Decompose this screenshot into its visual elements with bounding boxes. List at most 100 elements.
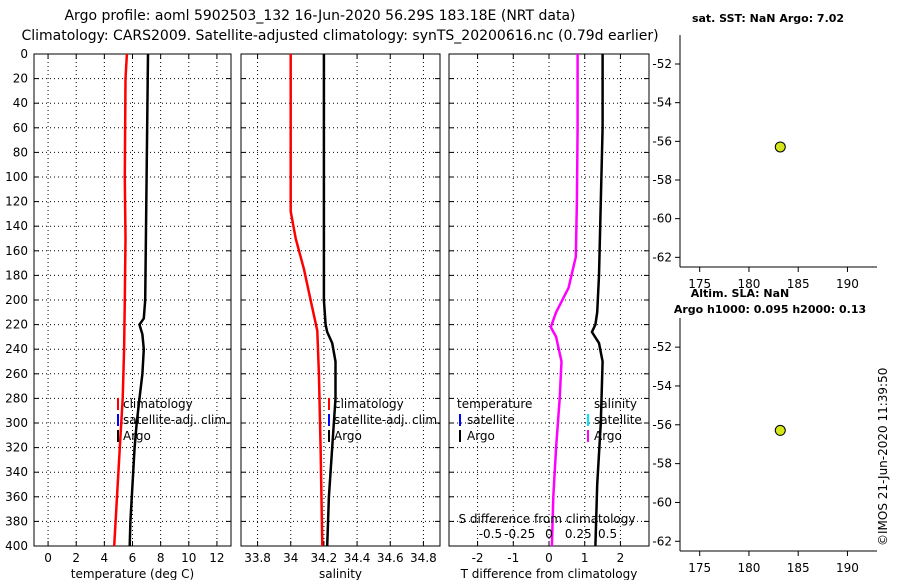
legend-title-temperature: temperature <box>457 397 532 411</box>
title-line-2: Climatology: CARS2009. Satellite-adjuste… <box>21 28 658 44</box>
series-line-climatology <box>289 54 324 547</box>
map-y-tick-label: -60 <box>652 212 672 226</box>
map-y-tick-label: -54 <box>652 379 672 393</box>
imos-watermark: ©IMOS 21-Jun-2020 11:39:50 <box>876 368 890 546</box>
series-line-climatology <box>112 53 129 547</box>
x-tick-label: 2 <box>72 551 80 565</box>
depth-tick-label: 240 <box>5 342 28 356</box>
x-tick-label: 0 <box>545 551 553 565</box>
series-line-argo <box>322 54 337 547</box>
map-y-tick-label: -56 <box>652 418 672 432</box>
depth-tick-label: 160 <box>5 244 28 258</box>
depth-tick-label: 80 <box>13 145 28 159</box>
x-tick-label: 4 <box>101 551 109 565</box>
depth-tick-label: 280 <box>5 391 28 405</box>
argo-position-marker <box>774 141 786 153</box>
x-tick-label: -1 <box>507 551 519 565</box>
depth-tick-label: 140 <box>5 219 28 233</box>
map-y-tick-label: -62 <box>652 534 672 548</box>
s-tick-label: 0.5 <box>598 527 617 541</box>
s-tick-label: 0 <box>545 527 553 541</box>
s-tick-label: -0.25 <box>504 527 535 541</box>
depth-tick-label: 20 <box>13 72 28 86</box>
map-sla_map: -52 -54 -56 -58 -60 -62 175 180 185 190 Altim. SLA… <box>652 287 877 575</box>
legend-title-salinity: salinity <box>594 397 637 411</box>
depth-tick-label: 360 <box>5 490 28 504</box>
panel-temperature: 0 2 4 6 8 10 12 temperature (deg C) 0 20 40 60 80 100… <box>5 47 232 580</box>
legend-label-t-argo: Argo <box>467 429 495 443</box>
series-line-argo <box>128 53 150 547</box>
map-x-tick-label: 175 <box>688 561 711 575</box>
x-tick-label: 1 <box>581 551 589 565</box>
argo-position-marker <box>774 424 786 436</box>
secondary-axis-label: S difference from climatology <box>459 512 636 526</box>
x-axis-label: salinity <box>319 567 362 580</box>
x-tick-label: 34.2 <box>311 551 338 565</box>
depth-tick-label: 200 <box>5 293 28 307</box>
series-line-t-argo-clim <box>590 54 604 547</box>
x-tick-label: 10 <box>181 551 196 565</box>
depth-tick-label: 100 <box>5 170 28 184</box>
depth-tick-label: 0 <box>20 47 28 61</box>
map-y-tick-label: -60 <box>652 495 672 509</box>
map-x-tick-label: 190 <box>836 561 859 575</box>
depth-tick-label: 220 <box>5 318 28 332</box>
x-tick-label: 0 <box>44 551 52 565</box>
x-axis-label: temperature (deg C) <box>71 567 194 580</box>
depth-tick-label: 180 <box>5 268 28 282</box>
legend-label-satellite: satellite-adj. clim. <box>334 413 441 427</box>
x-tick-label: 2 <box>617 551 625 565</box>
depth-tick-label: 40 <box>13 96 28 110</box>
map-y-tick-label: -52 <box>652 57 672 71</box>
map-y-tick-label: -56 <box>652 134 672 148</box>
legend-label-t-satellite: satellite <box>467 413 515 427</box>
x-tick-label: 34.6 <box>377 551 404 565</box>
map-y-tick-label: -62 <box>652 250 672 264</box>
map-subtitle-heights: Argo h1000: 0.095 h2000: 0.13 <box>674 303 866 316</box>
map-title-sla: Altim. SLA: NaN <box>691 287 790 300</box>
x-tick-label: 33.8 <box>244 551 271 565</box>
x-tick-label: 12 <box>209 551 224 565</box>
x-tick-label: 6 <box>129 551 137 565</box>
depth-tick-label: 60 <box>13 121 28 135</box>
legend-label-argo: Argo <box>123 429 151 443</box>
map-x-tick-label: 190 <box>836 277 859 291</box>
map-x-tick-label: 185 <box>787 561 810 575</box>
depth-tick-label: 120 <box>5 195 28 209</box>
map-x-tick-label: 180 <box>737 277 760 291</box>
series-line-s-argo-clim <box>549 54 579 547</box>
x-tick-label: -2 <box>472 551 484 565</box>
map-y-tick-label: -54 <box>652 96 672 110</box>
legend-label-s-argo: Argo <box>594 429 622 443</box>
depth-tick-label: 340 <box>5 465 28 479</box>
panel-salinity: 33.8 34 34.2 34.4 34.6 34.8 salinity climatolog… <box>240 53 441 580</box>
legend-label-satellite: satellite-adj. clim. <box>123 413 230 427</box>
map-x-tick-label: 185 <box>787 277 810 291</box>
depth-tick-label: 400 <box>5 539 28 553</box>
map-title-sst: sat. SST: NaN Argo: 7.02 <box>692 12 844 25</box>
legend-label-climatology: climatology <box>334 397 404 411</box>
plot-frame <box>240 53 441 547</box>
map-sst_map: -52 -54 -56 -58 -60 -62 175 180 185 190 sat. SST: … <box>652 12 877 291</box>
map-y-tick-label: -58 <box>652 173 672 187</box>
x-tick-label: 34.8 <box>410 551 437 565</box>
map-y-tick-label: -52 <box>652 340 672 354</box>
depth-tick-label: 300 <box>5 416 28 430</box>
legend-label-s-satellite: satellite <box>594 413 642 427</box>
map-x-tick-label: 180 <box>737 561 760 575</box>
panel-difference: -2 -1 0 1 2 T difference from climatology S di… <box>448 53 650 580</box>
depth-tick-label: 320 <box>5 441 28 455</box>
map-y-tick-label: -58 <box>652 457 672 471</box>
legend-label-climatology: climatology <box>123 397 193 411</box>
x-tick-label: 34.4 <box>344 551 371 565</box>
legend-label-argo: Argo <box>334 429 362 443</box>
title-line-1: Argo profile: aoml 5902503_132 16-Jun-20… <box>64 8 575 24</box>
depth-tick-label: 260 <box>5 367 28 381</box>
s-tick-label: 0.25 <box>565 527 592 541</box>
map-x-tick-label: 175 <box>688 277 711 291</box>
x-axis-label: T difference from climatology <box>460 567 638 580</box>
x-tick-label: 34 <box>283 551 298 565</box>
depth-tick-label: 380 <box>5 514 28 528</box>
